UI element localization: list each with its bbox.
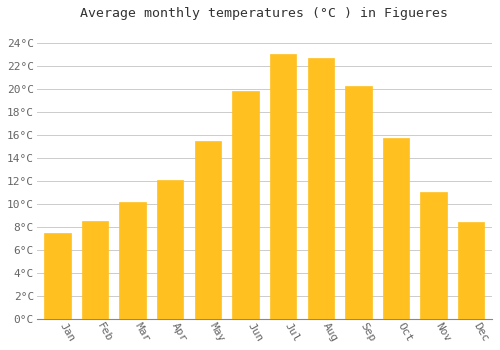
Bar [157, 180, 184, 319]
Title: Average monthly temperatures (°C ) in Figueres: Average monthly temperatures (°C ) in Fi… [80, 7, 448, 20]
Bar [44, 233, 70, 319]
Bar [120, 202, 146, 319]
Bar [194, 140, 221, 319]
Bar [308, 57, 334, 319]
Bar [420, 193, 446, 319]
Bar [82, 221, 108, 319]
Bar [383, 138, 409, 319]
Bar [345, 86, 372, 319]
Bar [458, 222, 484, 319]
Bar [270, 54, 296, 319]
Bar [232, 91, 258, 319]
